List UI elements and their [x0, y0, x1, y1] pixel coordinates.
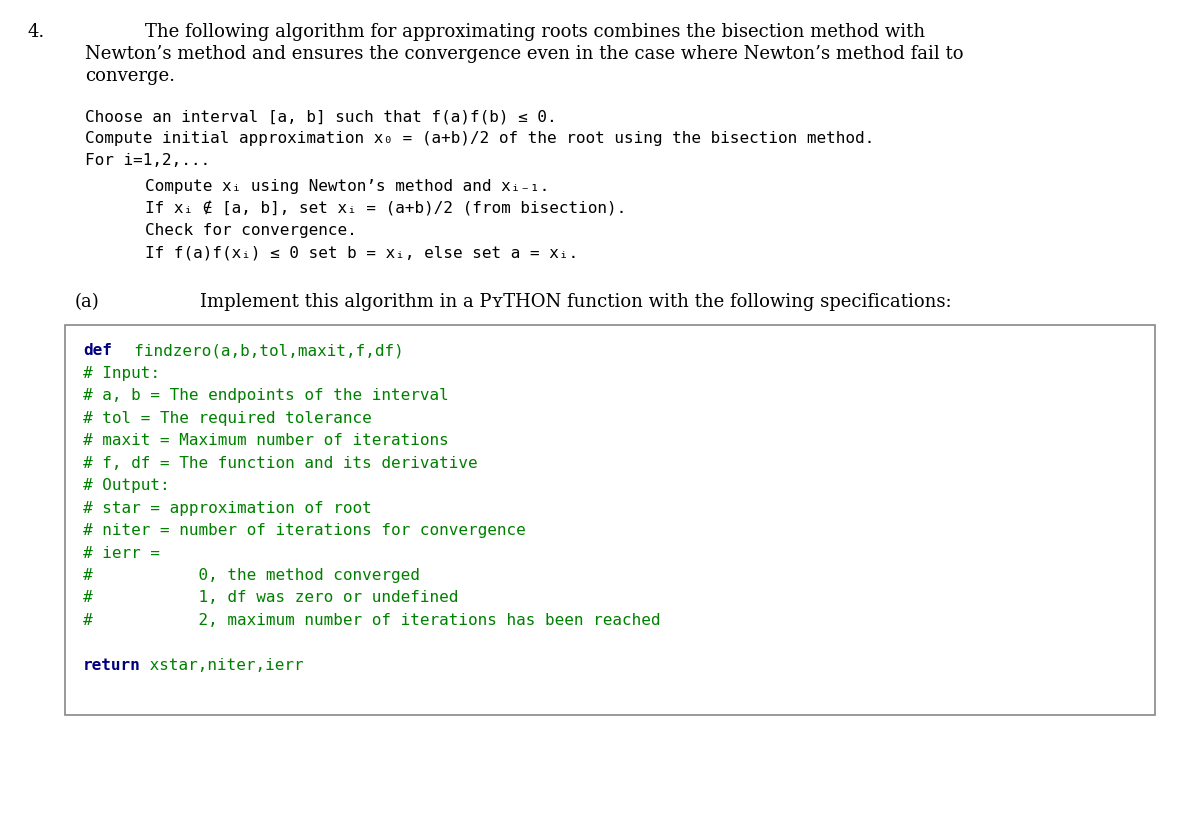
Text: (a): (a) — [74, 293, 100, 311]
Text: # star = approximation of root: # star = approximation of root — [83, 500, 372, 515]
Text: Compute initial approximation x₀ = (a+b)/2 of the root using the bisection metho: Compute initial approximation x₀ = (a+b)… — [85, 131, 875, 146]
Text: xstar,niter,ierr: xstar,niter,ierr — [140, 658, 304, 673]
Text: The following algorithm for approximating roots combines the bisection method wi: The following algorithm for approximatin… — [145, 23, 925, 41]
Text: 4.: 4. — [28, 23, 46, 41]
Text: Choose an interval [a, b] such that f(a)f(b) ≤ 0.: Choose an interval [a, b] such that f(a)… — [85, 109, 557, 124]
Text: For i=1,2,...: For i=1,2,... — [85, 153, 210, 168]
FancyBboxPatch shape — [65, 325, 1154, 714]
Text: Newton’s method and ensures the convergence even in the case where Newton’s meth: Newton’s method and ensures the converge… — [85, 45, 964, 63]
Text: Implement this algorithm in a PʏTHON function with the following specifications:: Implement this algorithm in a PʏTHON fun… — [200, 293, 952, 311]
Text: def: def — [83, 343, 112, 358]
Text: return: return — [83, 658, 140, 673]
Text: #           1, df was zero or undefined: # 1, df was zero or undefined — [83, 590, 458, 606]
Text: # f, df = The function and its derivative: # f, df = The function and its derivativ… — [83, 455, 478, 471]
Text: #           2, maximum number of iterations has been reached: # 2, maximum number of iterations has be… — [83, 613, 660, 628]
Text: # ierr =: # ierr = — [83, 546, 160, 560]
Text: findzero(a,b,tol,maxit,f,df): findzero(a,b,tol,maxit,f,df) — [115, 343, 403, 358]
Text: converge.: converge. — [85, 67, 175, 85]
Text: # tol = The required tolerance: # tol = The required tolerance — [83, 411, 372, 425]
Text: If f(a)f(xᵢ) ≤ 0 set b = xᵢ, else set a = xᵢ.: If f(a)f(xᵢ) ≤ 0 set b = xᵢ, else set a … — [145, 245, 578, 260]
Text: # Input:: # Input: — [83, 365, 160, 380]
Text: # maxit = Maximum number of iterations: # maxit = Maximum number of iterations — [83, 433, 449, 448]
Text: If xᵢ ∉ [a, b], set xᵢ = (a+b)/2 (from bisection).: If xᵢ ∉ [a, b], set xᵢ = (a+b)/2 (from b… — [145, 201, 626, 216]
Text: # niter = number of iterations for convergence: # niter = number of iterations for conve… — [83, 523, 526, 538]
Text: # Output:: # Output: — [83, 478, 169, 493]
Text: #           0, the method converged: # 0, the method converged — [83, 568, 420, 583]
Text: Compute xᵢ using Newton’s method and xᵢ₋₁.: Compute xᵢ using Newton’s method and xᵢ₋… — [145, 179, 550, 194]
Text: Check for convergence.: Check for convergence. — [145, 223, 356, 238]
Text: # a, b = The endpoints of the interval: # a, b = The endpoints of the interval — [83, 388, 449, 403]
